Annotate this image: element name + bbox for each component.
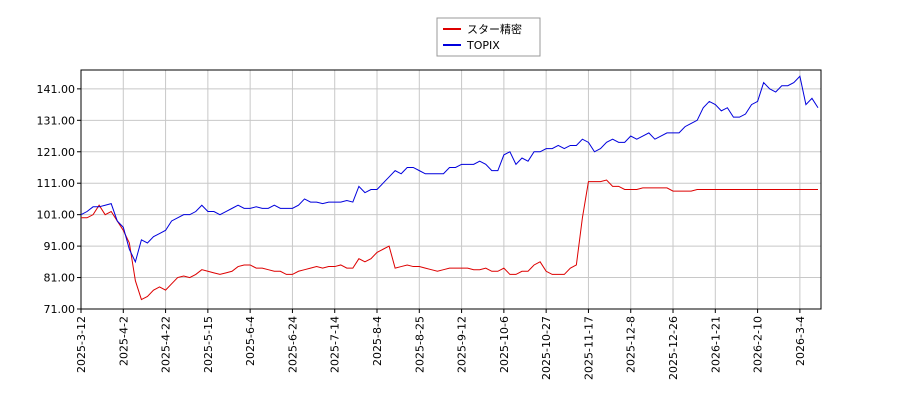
x-tick-label: 2025-12-8 <box>625 316 638 373</box>
x-tick-label: 2026-2-10 <box>752 316 765 373</box>
y-tick-label: 101.00 <box>37 209 76 222</box>
legend: スター精密 TOPIX <box>436 17 541 57</box>
x-tick-label: 2025-8-25 <box>413 316 426 373</box>
plot-frame <box>80 69 822 310</box>
x-tick-label: 2025-7-14 <box>329 316 342 373</box>
y-tick-label: 111.00 <box>37 177 76 190</box>
y-tick-label: 91.00 <box>44 240 76 253</box>
y-tick-label: 81.00 <box>44 272 76 285</box>
x-tick-label: 2025-4-22 <box>160 316 173 373</box>
x-tick-label: 2025-5-15 <box>202 316 215 373</box>
series-line <box>81 179 818 301</box>
y-tick-label: 141.00 <box>37 83 76 96</box>
legend-box <box>436 17 541 57</box>
x-tick-label: 2025-6-24 <box>286 316 299 373</box>
legend-label: スター精密 <box>467 22 522 36</box>
x-tick-label: 2025-10-6 <box>498 316 511 373</box>
x-tick-label: 2025-6-4 <box>244 316 257 366</box>
x-tick-label: 2025-8-4 <box>371 316 384 366</box>
x-tick-label: 2025-12-26 <box>667 316 680 380</box>
y-tick-label: 121.00 <box>37 146 76 159</box>
x-tick-label: 2025-3-12 <box>75 316 88 373</box>
legend-label: TOPIX <box>466 39 500 52</box>
x-tick-label: 2026-3-4 <box>794 316 807 366</box>
x-tick-label: 2025-11-17 <box>582 316 595 380</box>
x-tick-label: 2026-1-21 <box>709 316 722 373</box>
x-tick-label: 2025-4-2 <box>117 316 130 366</box>
x-tick-label: 2025-9-12 <box>456 316 469 373</box>
y-tick-label: 131.00 <box>37 114 76 127</box>
x-tick-label: 2025-10-27 <box>540 316 553 380</box>
series-line <box>80 75 819 264</box>
y-tick-label: 71.00 <box>44 303 76 316</box>
